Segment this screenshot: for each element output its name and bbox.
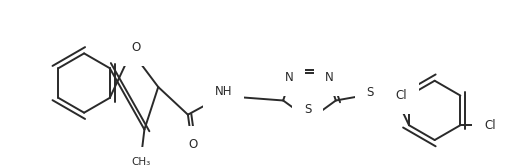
Text: S: S xyxy=(367,86,374,99)
Text: S: S xyxy=(304,103,311,116)
Text: Cl: Cl xyxy=(395,89,407,102)
Text: O: O xyxy=(188,138,197,151)
Text: NH: NH xyxy=(215,86,232,98)
Text: N: N xyxy=(326,71,334,84)
Text: O: O xyxy=(132,41,141,54)
Text: CH₃: CH₃ xyxy=(132,157,151,167)
Text: N: N xyxy=(285,71,294,84)
Text: Cl: Cl xyxy=(484,119,496,132)
